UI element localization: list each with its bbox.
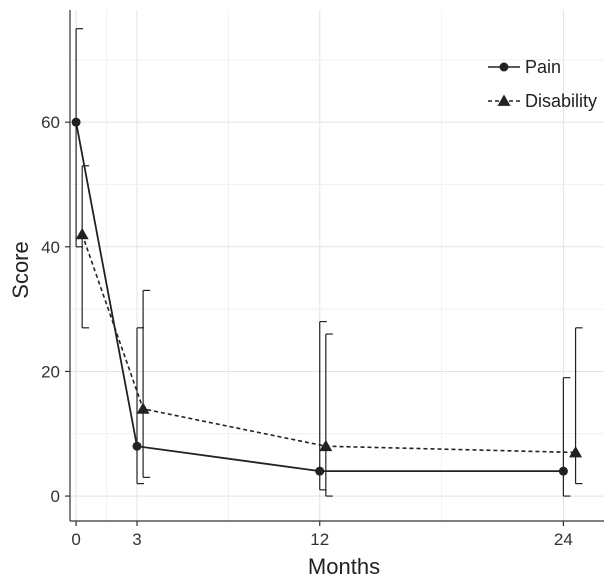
axes	[65, 10, 604, 526]
y-tick-label: 20	[41, 362, 60, 381]
data-point-circle	[132, 441, 142, 451]
series-disability	[75, 165, 583, 497]
y-axis-title: Score	[8, 241, 33, 298]
x-tick-label: 0	[71, 530, 80, 549]
legend-marker-circle	[499, 62, 509, 72]
y-tick-label: 60	[41, 113, 60, 132]
data-point-circle	[315, 466, 325, 476]
data-point-circle	[558, 466, 568, 476]
data-point-triangle	[569, 445, 583, 458]
series-line	[75, 122, 564, 473]
y-tick-label: 0	[51, 487, 60, 506]
legend-label: Disability	[525, 91, 597, 111]
tick-labels: 0 3 12 24 0 20 40 60	[41, 113, 573, 549]
data-point-triangle	[319, 439, 333, 452]
x-tick-label: 24	[554, 530, 573, 549]
x-axis-title: Months	[308, 554, 380, 577]
y-tick-label: 40	[41, 238, 60, 257]
legend-item-pain: Pain	[488, 57, 561, 77]
series-line	[81, 234, 576, 454]
grid	[70, 10, 604, 521]
x-tick-label: 3	[132, 530, 141, 549]
x-tick-label: 12	[310, 530, 329, 549]
data-point-triangle	[136, 402, 150, 414]
series-pain	[71, 28, 571, 497]
legend-item-disability: Disability	[488, 91, 597, 111]
legend-marker-triangle	[497, 94, 511, 106]
series	[71, 28, 583, 497]
legend-label: Pain	[525, 57, 561, 77]
legend: Pain Disability	[488, 57, 597, 111]
data-point-triangle	[75, 227, 89, 240]
data-point-circle	[71, 117, 81, 127]
